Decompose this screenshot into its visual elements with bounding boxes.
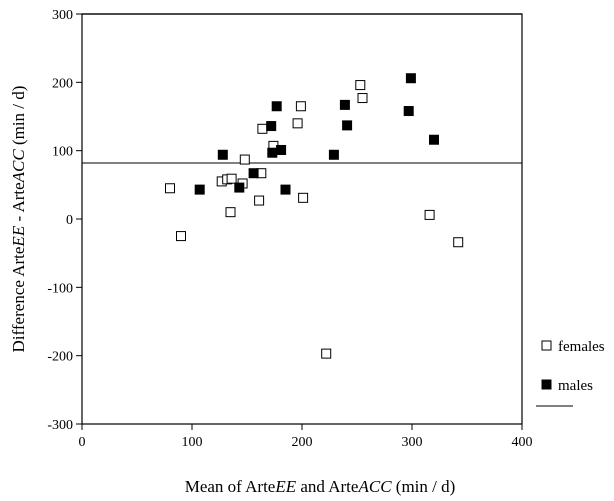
- male-data-point: [267, 147, 278, 158]
- male-data-point: [271, 101, 282, 112]
- x-axis-title: Mean of ArteEE and ArteACC (min / d): [185, 477, 456, 496]
- female-data-point: [226, 173, 237, 184]
- y-axis-ticks: 300 200 100 0 -100 -200 -300: [47, 8, 82, 433]
- male-data-point: [342, 120, 353, 131]
- y-axis-title: Difference ArteEE - ArteACC (min / d): [9, 86, 28, 353]
- male-data-point: [194, 184, 205, 195]
- legend: females males: [536, 339, 605, 407]
- male-data-point: [217, 149, 228, 160]
- male-data-point: [276, 144, 287, 155]
- female-data-point: [298, 192, 309, 203]
- female-data-point: [176, 231, 186, 242]
- male-data-point: [234, 182, 245, 193]
- female-data-point: [257, 123, 268, 134]
- legend-females-symbol: [541, 340, 552, 351]
- x-tick-label: 0: [79, 435, 86, 450]
- male-data-point: [248, 168, 259, 179]
- y-tick-label: 200: [52, 76, 73, 91]
- female-data-point: [453, 237, 464, 248]
- data-points: [165, 73, 464, 359]
- female-data-point: [165, 183, 175, 194]
- male-data-point: [405, 73, 416, 84]
- y-tick-label: 300: [52, 8, 73, 23]
- legend-females-label: females: [558, 339, 605, 355]
- male-data-point: [339, 99, 350, 110]
- female-data-point: [225, 207, 236, 218]
- male-data-point: [403, 106, 414, 117]
- x-tick-label: 100: [182, 435, 203, 450]
- plot-frame: [81, 13, 523, 425]
- female-data-point: [424, 209, 435, 220]
- female-data-point: [321, 348, 332, 359]
- x-axis-ticks: 0 100 200 300 400: [79, 424, 533, 450]
- y-tick-label: -100: [47, 281, 73, 296]
- male-data-point: [266, 121, 277, 132]
- y-tick-label: -300: [47, 418, 73, 433]
- y-tick-label: -200: [47, 350, 73, 365]
- male-data-point: [328, 149, 339, 160]
- female-data-point: [355, 80, 366, 91]
- male-data-point: [429, 134, 439, 145]
- legend-males-label: males: [558, 378, 593, 394]
- x-tick-label: 200: [292, 435, 313, 450]
- y-tick-label: 0: [66, 213, 73, 228]
- x-tick-label: 300: [402, 435, 423, 450]
- x-tick-label: 400: [512, 435, 533, 450]
- female-data-point: [292, 118, 303, 129]
- legend-males-symbol: [541, 379, 552, 390]
- female-data-point: [254, 195, 265, 206]
- y-tick-label: 100: [52, 145, 73, 160]
- male-data-point: [280, 184, 291, 195]
- female-data-point: [295, 101, 306, 112]
- female-data-point: [357, 93, 368, 104]
- female-data-point: [239, 154, 250, 165]
